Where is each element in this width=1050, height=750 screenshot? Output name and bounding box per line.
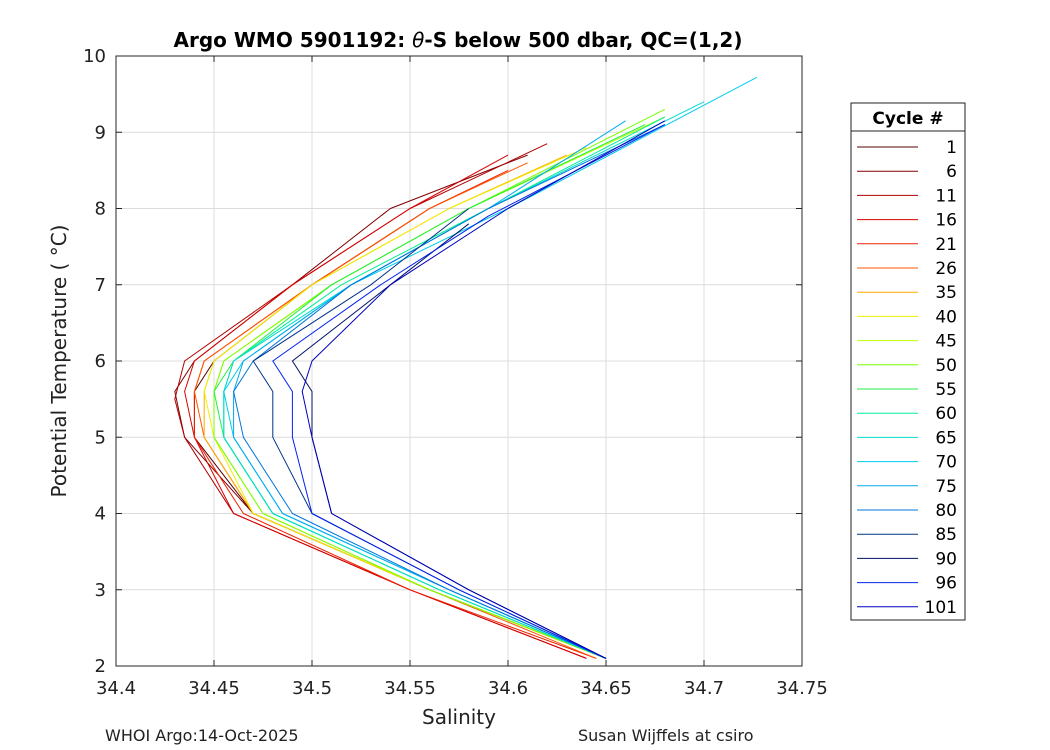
legend-label-cycle-55: 55	[935, 380, 957, 400]
legend-label-cycle-65: 65	[935, 428, 957, 448]
x-tick-label: 34.4	[96, 678, 136, 699]
legend-label-cycle-75: 75	[935, 477, 957, 497]
x-tick-label: 34.7	[684, 678, 724, 699]
footer-left: WHOI Argo:14-Oct-2025	[105, 726, 299, 745]
y-tick-label: 4	[95, 504, 106, 525]
legend-label-cycle-85: 85	[935, 525, 957, 545]
series-line-cycle-101	[301, 120, 666, 659]
series-line-cycle-80	[233, 124, 666, 659]
series-line-cycle-40	[203, 147, 607, 659]
y-axis-label: Potential Temperature ( °C)	[47, 225, 71, 498]
series-lines	[174, 76, 758, 659]
legend-label-cycle-26: 26	[935, 259, 957, 279]
x-tick-label: 34.65	[580, 678, 632, 699]
legend-label-cycle-16: 16	[935, 211, 957, 231]
legend-label-cycle-21: 21	[935, 235, 957, 255]
legend-label-cycle-45: 45	[935, 332, 957, 352]
x-tick-label: 34.45	[188, 678, 240, 699]
legend-label-cycle-101: 101	[925, 598, 957, 618]
chart-title: Argo WMO 5901192: θ-S below 500 dbar, QC…	[174, 28, 743, 52]
y-tick-label: 8	[95, 199, 106, 220]
legend-label-cycle-90: 90	[935, 549, 957, 569]
legend-label-cycle-40: 40	[935, 307, 957, 327]
y-tick-label: 9	[95, 122, 106, 143]
legend-label-cycle-96: 96	[935, 574, 957, 594]
y-tick-label: 2	[95, 656, 106, 677]
legend-label-cycle-11: 11	[935, 186, 957, 206]
legend-title: Cycle #	[872, 109, 943, 129]
x-tick-label: 34.75	[776, 678, 828, 699]
x-tick-label: 34.55	[384, 678, 436, 699]
x-tick-label: 34.5	[292, 678, 332, 699]
series-line-cycle-96	[272, 124, 666, 659]
legend-label-cycle-1: 1	[946, 138, 957, 158]
legend-label-cycle-80: 80	[935, 501, 957, 521]
legend-label-cycle-6: 6	[946, 162, 957, 182]
y-tick-label: 5	[95, 427, 106, 448]
series-line-cycle-16	[184, 154, 587, 659]
y-tick-label: 6	[95, 351, 106, 372]
x-tick-label: 34.6	[488, 678, 528, 699]
x-axis-label: Salinity	[422, 705, 496, 729]
footer-right: Susan Wijffels at csiro	[578, 726, 754, 745]
ticks: 34.4 34.45 34.5 34.55 34.6 34.65 34.7 34.75 2 3 4 5…	[83, 46, 828, 699]
y-tick-label: 7	[95, 275, 106, 296]
legend-label-cycle-70: 70	[935, 453, 957, 473]
legend-label-cycle-35: 35	[935, 283, 957, 303]
y-tick-label: 3	[95, 580, 106, 601]
legend-label-cycle-50: 50	[935, 356, 957, 376]
legend: Cycle # 16111621263540455055606570758085…	[850, 102, 966, 621]
y-tick-label: 10	[83, 46, 106, 67]
legend-label-cycle-60: 60	[935, 404, 957, 424]
